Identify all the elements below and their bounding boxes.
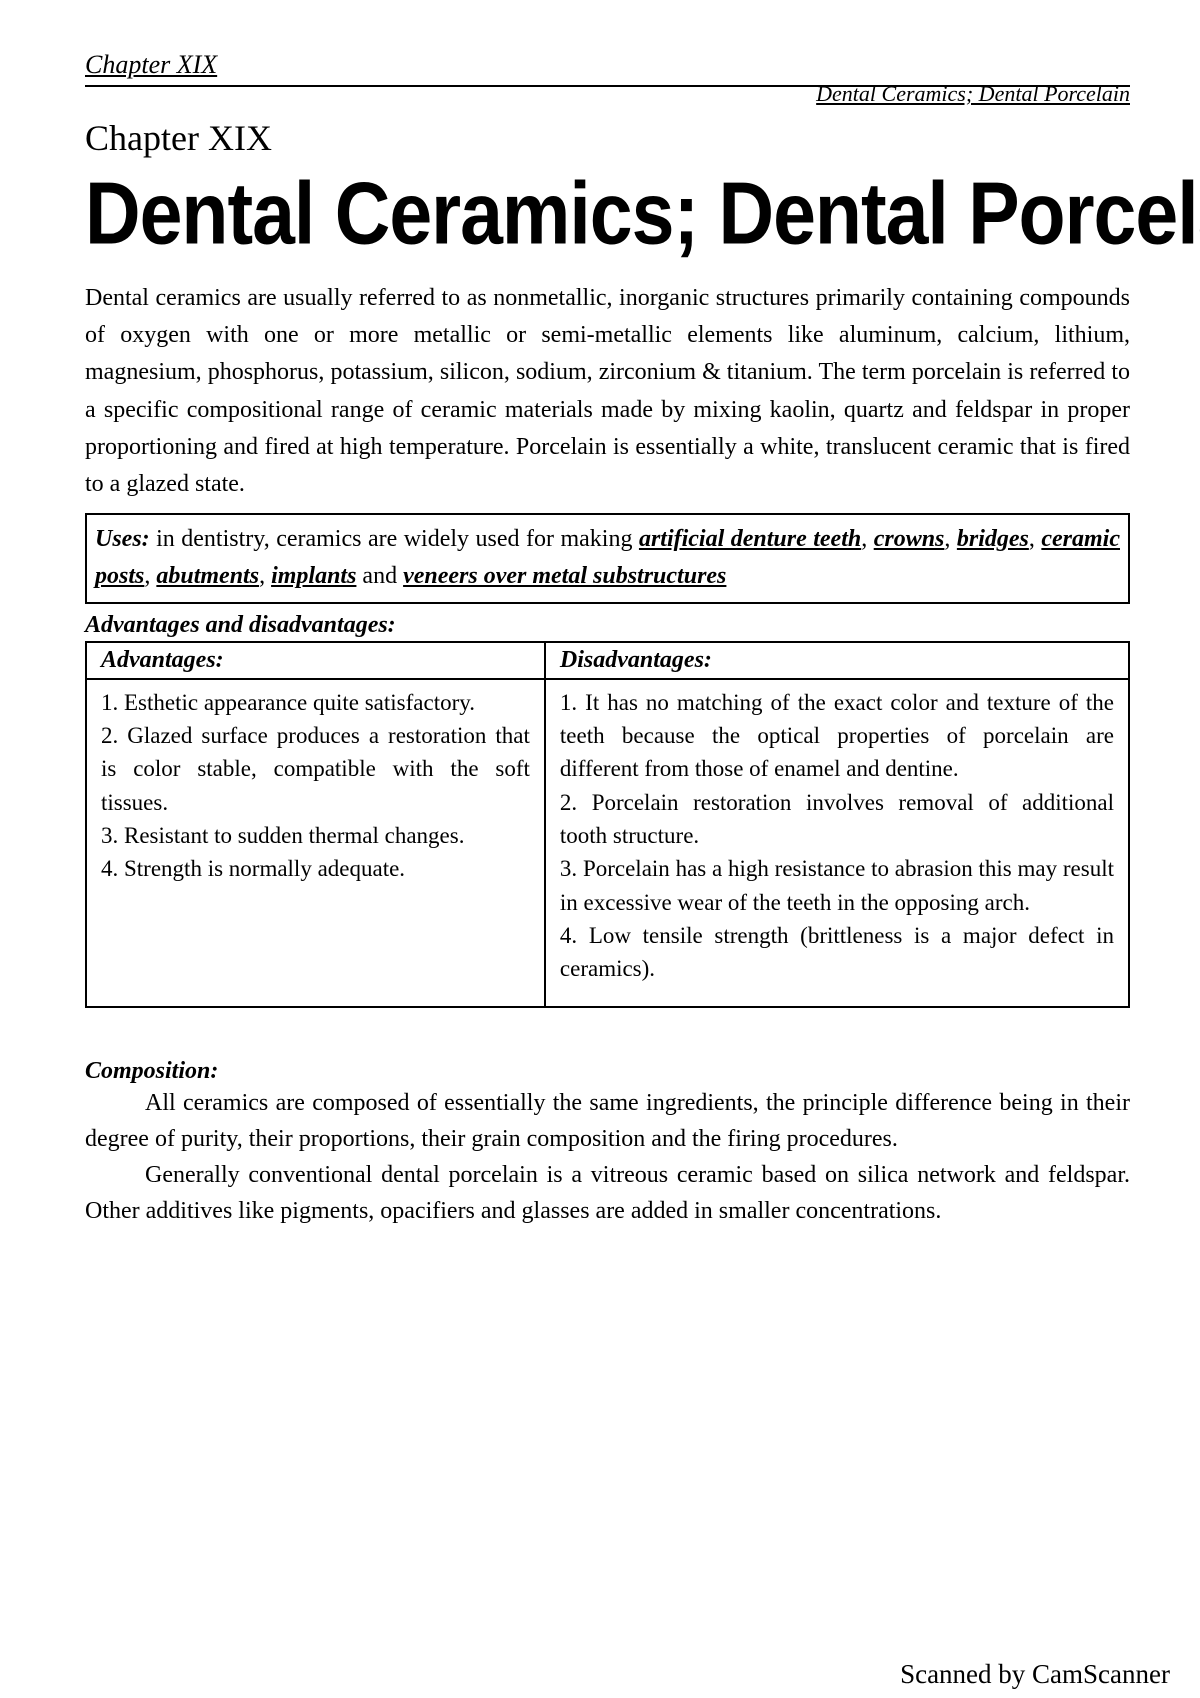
- advantages-cell: 1. Esthetic appearance quite satisfactor…: [86, 679, 545, 1007]
- running-head-left: Chapter XIX: [85, 50, 1130, 80]
- scanner-footer: Scanned by CamScanner: [900, 1659, 1170, 1690]
- composition-heading: Composition:: [85, 1058, 1130, 1085]
- page-title: Dental Ceramics; Dental Porcelain: [85, 163, 1130, 265]
- advantages-header: Advantages:: [86, 642, 545, 679]
- disadvantages-header: Disadvantages:: [545, 642, 1129, 679]
- uses-item-1: crowns: [874, 526, 945, 552]
- disadvantages-cell: 1. It has no matching of the exact color…: [545, 679, 1129, 1007]
- uses-leadin: in dentistry, ceramics are widely used f…: [150, 526, 639, 552]
- uses-connector: and: [356, 563, 403, 589]
- composition-para-1: All ceramics are composed of essentially…: [85, 1085, 1130, 1157]
- uses-item-0: artificial denture teeth: [639, 526, 861, 552]
- composition-para-2: Generally conventional dental porcelain …: [85, 1157, 1130, 1229]
- uses-label: Uses:: [95, 526, 150, 552]
- uses-box: Uses: in dentistry, ceramics are widely …: [85, 513, 1130, 603]
- uses-item-2: bridges: [957, 526, 1029, 552]
- advantages-table: Advantages: Disadvantages: 1. Esthetic a…: [85, 641, 1130, 1008]
- uses-item-5: implants: [271, 563, 356, 589]
- page: Chapter XIX Dental Ceramics; Dental Porc…: [0, 0, 1200, 1269]
- uses-item-4: abutments: [156, 563, 259, 589]
- chapter-number: Chapter XIX: [85, 117, 1130, 159]
- uses-item-last: veneers over metal substructures: [403, 563, 726, 589]
- intro-paragraph: Dental ceramics are usually referred to …: [85, 280, 1130, 503]
- header-rule: [85, 85, 1130, 87]
- adv-dis-heading: Advantages and disadvantages:: [85, 612, 1130, 639]
